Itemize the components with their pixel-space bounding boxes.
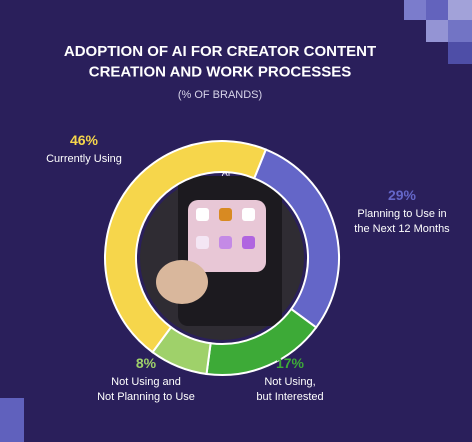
center-image [140, 176, 304, 340]
chart-subtitle: (% OF BRANDS) [178, 89, 262, 101]
value-label: 46% [70, 132, 99, 148]
donut-segment [104, 139, 268, 354]
category-label: Planning to Use in the Next 12 Months [354, 208, 450, 235]
chart-title: ADOPTION OF AI FOR CREATOR CONTENT CREATI… [64, 43, 376, 80]
value-label: 29% [388, 187, 417, 203]
category-label: Not Using and Not Planning to Use [97, 376, 195, 403]
category-label: Not Using, but Interested [256, 376, 323, 403]
value-label: 17% [276, 355, 305, 371]
value-label: 8% [136, 355, 157, 371]
category-label: Currently Using [46, 153, 122, 165]
center-label: AI [222, 168, 231, 178]
